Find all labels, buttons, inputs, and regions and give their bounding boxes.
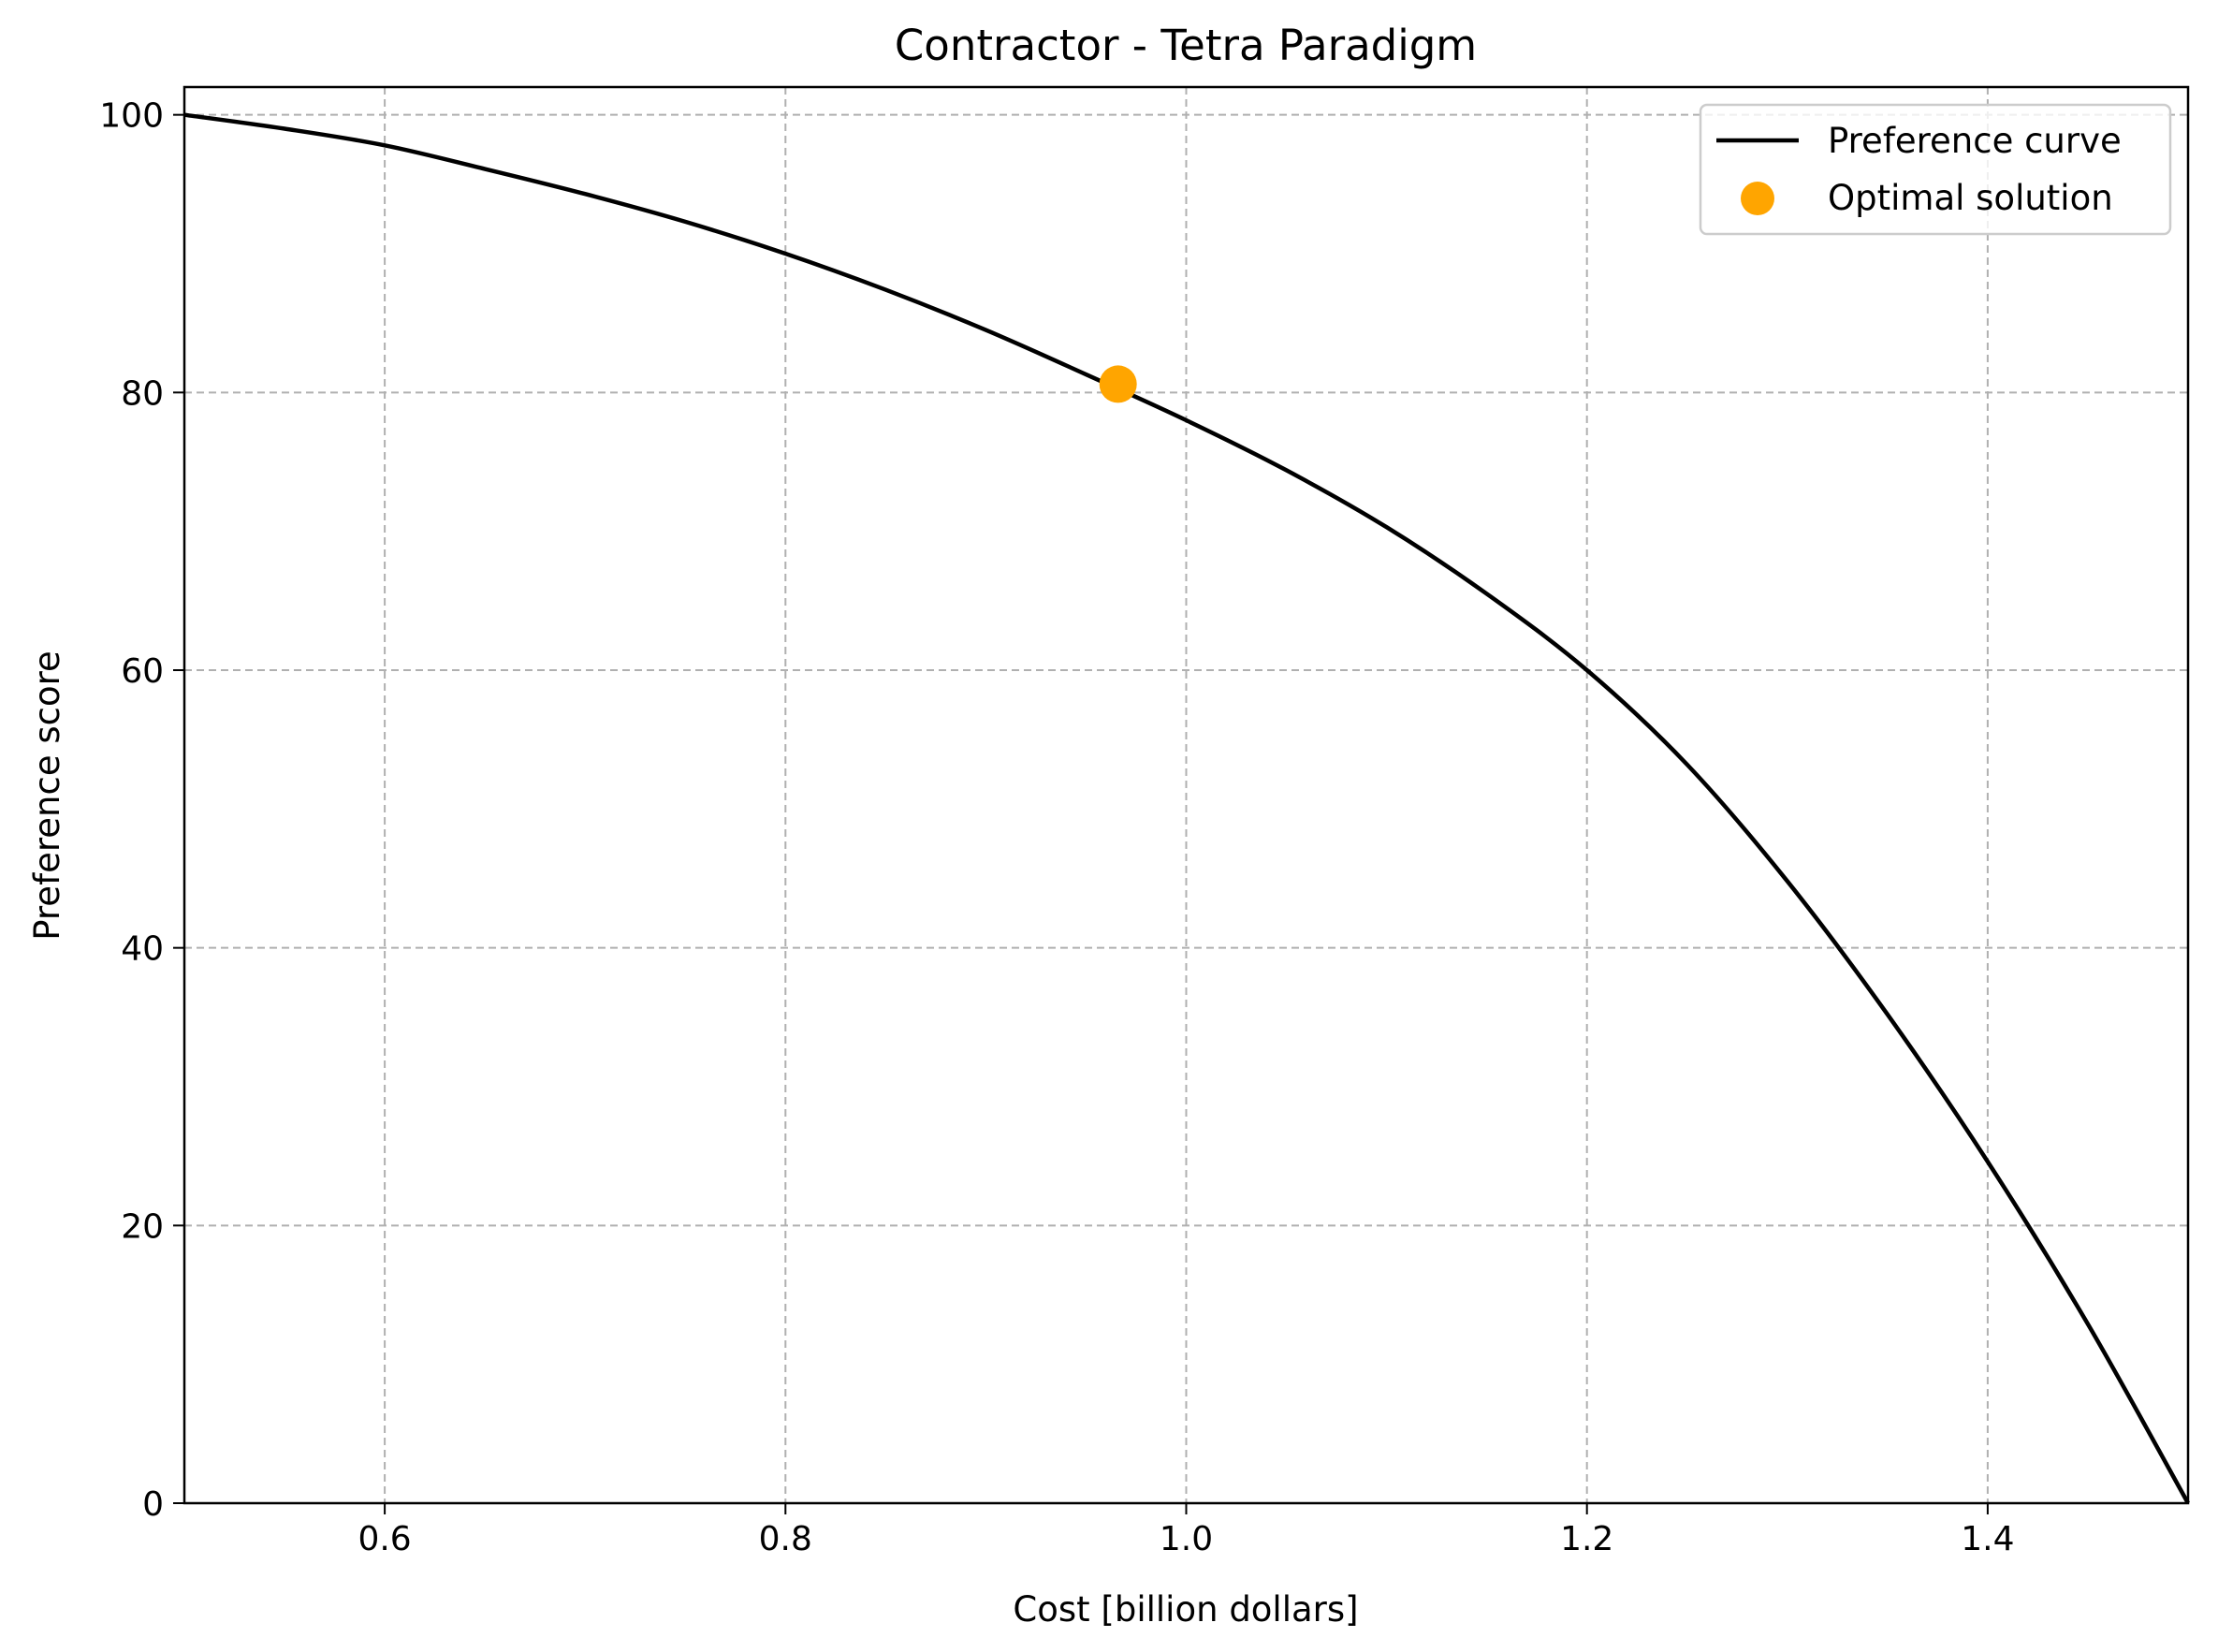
preference-curve-line bbox=[183, 112, 2190, 1505]
optimal-solution-point bbox=[1099, 365, 1137, 403]
y-tick-label: 20 bbox=[121, 1207, 164, 1246]
x-tick-label: 0.6 bbox=[358, 1520, 411, 1558]
legend-box bbox=[1699, 103, 2172, 236]
plot-series bbox=[183, 112, 2190, 1505]
grid-lines bbox=[184, 87, 2188, 1503]
y-tick-label: 40 bbox=[121, 930, 164, 969]
y-axis-label: Preference score bbox=[27, 651, 67, 941]
y-tick-label: 0 bbox=[142, 1485, 164, 1524]
x-tick-label: 1.4 bbox=[1961, 1520, 2014, 1558]
legend-marker-swatch bbox=[1741, 182, 1774, 215]
x-tick-label: 1.2 bbox=[1560, 1520, 1613, 1558]
x-axis-label: Cost [billion dollars] bbox=[1013, 1589, 1358, 1630]
legend-label-optimal-solution: Optimal solution bbox=[1828, 178, 2113, 218]
chart-title: Contractor - Tetra Paradigm bbox=[895, 21, 1477, 70]
y-tick-label: 80 bbox=[121, 374, 164, 413]
axis-ticks: 0.6 0.8 1.0 1.2 1.4 0 20 40 60 80 100 bbox=[99, 97, 2014, 1558]
x-tick-label: 1.0 bbox=[1160, 1520, 1213, 1558]
legend: Preference curve Optimal solution bbox=[1699, 103, 2172, 236]
y-tick-label: 100 bbox=[99, 97, 164, 136]
y-tick-label: 60 bbox=[121, 652, 164, 691]
x-tick-label: 0.8 bbox=[759, 1520, 812, 1558]
legend-label-preference-curve: Preference curve bbox=[1828, 121, 2122, 161]
